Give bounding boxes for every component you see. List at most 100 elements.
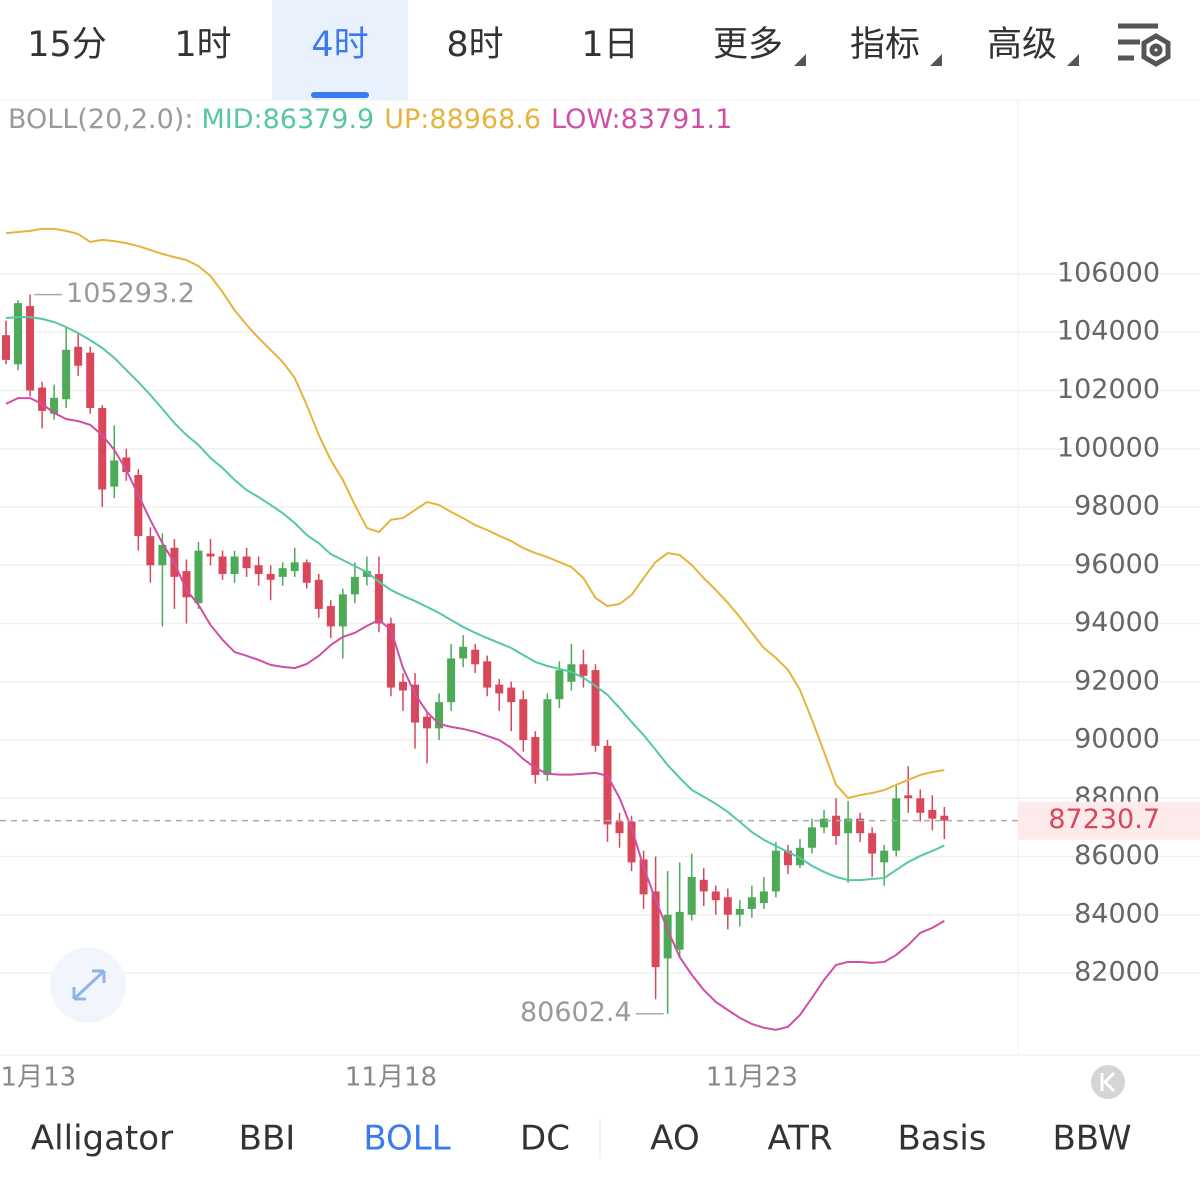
candle-body [483, 661, 492, 688]
legend-entry: LOW:83791.1 [551, 104, 732, 135]
candle-body [14, 303, 23, 365]
candle-body [916, 798, 925, 813]
y-tick-label: 104000 [1057, 316, 1160, 347]
candle-body [507, 687, 516, 703]
candle-body [26, 306, 35, 391]
candle-body [50, 397, 59, 414]
timeframe-tab[interactable]: 1日 [581, 25, 638, 65]
plot: 8200084000860008800090000920009400096000… [0, 227, 1200, 1093]
settings-icon[interactable] [1118, 23, 1171, 67]
legend-entry: MID:86379.9 [201, 104, 374, 135]
legend-entry: UP:88968.6 [384, 104, 541, 135]
candle-body [663, 914, 672, 959]
y-tick-label: 82000 [1074, 957, 1160, 988]
legend-label: BOLL(20,2.0): [8, 104, 193, 135]
candle-body [338, 594, 347, 627]
x-tick-label: 11月18 [345, 1063, 437, 1093]
timeframe-tab[interactable]: 指标 [850, 25, 920, 65]
candle-body [254, 565, 263, 574]
candle-body [350, 576, 359, 595]
candle-body [459, 646, 468, 659]
candle-body [759, 891, 768, 904]
candle-body [687, 876, 696, 915]
candle-body [62, 349, 71, 400]
scroll-latest-button[interactable] [1091, 1065, 1125, 1099]
candle-body [146, 536, 155, 566]
candle-body [747, 897, 756, 909]
candle-body [723, 897, 732, 915]
candle-body [567, 664, 576, 682]
candle-body [74, 346, 83, 366]
candle-body [374, 573, 383, 624]
candle-body [675, 911, 684, 950]
candle-body [868, 833, 877, 854]
candle-body [603, 745, 612, 825]
y-tick-label: 106000 [1057, 257, 1160, 288]
candle-body [278, 568, 287, 577]
candle-body [411, 684, 420, 723]
active-tab-underline [311, 92, 369, 98]
timeframe-tab[interactable]: 更多 [713, 25, 783, 65]
candle-body [38, 387, 47, 411]
last-price-box [1018, 801, 1200, 840]
legend: BOLL(20,2.0): MID:86379.9 UP:88968.6 LOW:83… [8, 104, 732, 135]
min-label: 80602.4 [520, 997, 632, 1028]
candle-body [423, 716, 432, 729]
candle-body [531, 737, 540, 775]
candle-body [362, 571, 371, 577]
indicator-tab[interactable]: DC [520, 1119, 570, 1159]
candle-body [795, 847, 804, 866]
candle-body [808, 827, 817, 848]
indicator-tab[interactable]: AO [650, 1119, 699, 1159]
y-tick-label: 84000 [1074, 898, 1160, 929]
x-tick-label: 11月13 [0, 1063, 76, 1093]
candle-body [266, 573, 275, 580]
indicator-tab[interactable]: ATR [767, 1119, 832, 1159]
indicator-tab[interactable]: Basis [897, 1119, 986, 1159]
band-line [5, 397, 945, 1031]
candle-body [639, 859, 648, 895]
candle-body [651, 891, 660, 968]
candle-body [182, 571, 191, 598]
max-label: 105293.2 [66, 278, 195, 309]
candle-body [302, 562, 311, 583]
candle-body [832, 815, 841, 837]
y-tick-label: 90000 [1074, 724, 1160, 755]
indicator-tab[interactable]: BOLL [363, 1119, 450, 1159]
indicator-tab[interactable]: BBI [239, 1119, 296, 1159]
candle-body [880, 850, 889, 863]
band-line [5, 316, 945, 882]
candle-body [326, 606, 335, 627]
timeframe-tab[interactable]: 8时 [446, 25, 503, 65]
candle-body [519, 699, 528, 741]
indicator-tab[interactable]: BBW [1052, 1119, 1131, 1159]
candle-body [844, 818, 853, 834]
candle-body [555, 670, 564, 700]
timeframe-tab[interactable]: 15分 [27, 25, 107, 65]
y-tick-label: 102000 [1057, 374, 1160, 405]
expand-button[interactable] [50, 947, 126, 1023]
indicator-bar: Alligator BBI BOLL DC AO ATR Basis BBW [31, 1119, 1132, 1159]
indicator-tab[interactable]: Alligator [31, 1119, 173, 1159]
candle-body [98, 407, 107, 490]
candle-body [699, 879, 708, 892]
candle-body [711, 891, 720, 901]
candle-body [110, 460, 119, 487]
candle-body [386, 623, 395, 688]
candle-body [615, 821, 624, 834]
candle-body [928, 809, 937, 819]
active-tab-bg [272, 0, 408, 100]
candle-body [194, 550, 203, 604]
candle-body [314, 579, 323, 609]
candle-body [134, 474, 143, 537]
candle-body [735, 908, 744, 915]
last-price-label: 87230.7 [1048, 804, 1160, 835]
dropdown-arrows [794, 54, 1079, 66]
candle-body [158, 544, 167, 566]
y-tick-label: 86000 [1074, 840, 1160, 871]
y-tick-label: 98000 [1074, 491, 1160, 522]
candle-body [495, 684, 504, 694]
timeframe-tab[interactable]: 1时 [174, 25, 231, 65]
timeframe-tab[interactable]: 高级 [987, 25, 1057, 65]
timeframe-tab[interactable]: 4时 [311, 25, 368, 65]
